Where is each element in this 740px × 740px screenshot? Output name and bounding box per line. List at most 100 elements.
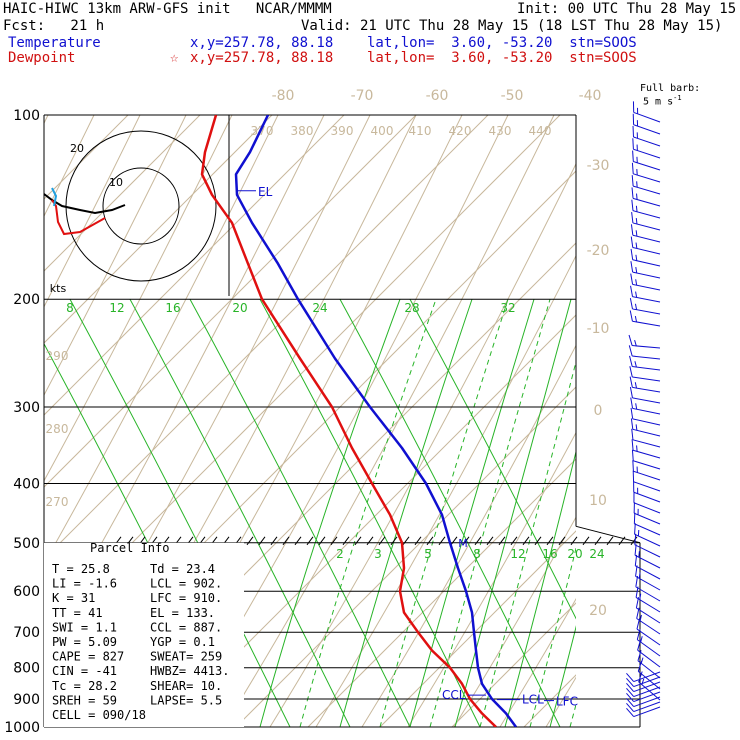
freezing-hatch <box>522 536 530 546</box>
mixing-ratio-label: 16 <box>165 301 180 315</box>
wind-barb-staff <box>633 148 661 159</box>
wind-barb <box>630 261 661 279</box>
parcel-info-right: SHEAR= 10. <box>150 679 222 693</box>
freezing-hatch <box>306 536 314 546</box>
wind-barb-flag <box>637 660 643 672</box>
wind-barb-staff <box>635 586 661 602</box>
wind-barb-staff <box>633 173 661 183</box>
parcel-info-left: PW = 5.09 <box>52 635 117 649</box>
wind-barb-flag <box>634 554 638 566</box>
wind-barb-flag <box>628 334 633 346</box>
wind-barb <box>633 481 661 503</box>
wind-barb-flag <box>635 424 638 431</box>
wind-barb-staff <box>632 428 661 437</box>
mixing-ratio-lines <box>44 298 576 727</box>
wind-barb-staff <box>632 418 661 426</box>
wind-barb-flag <box>635 230 638 237</box>
wind-barb <box>636 628 661 657</box>
wind-barb-staff <box>637 660 661 679</box>
dewpoint-legend-label: Dewpoint <box>8 50 76 66</box>
valid-time: Valid: 21 UTC Thu 28 May 15 (18 LST Thu … <box>301 18 723 34</box>
wind-barb-flag <box>634 533 637 545</box>
hodograph-ring-10 <box>102 167 180 245</box>
mixing-ratio-label: 20 <box>567 547 582 561</box>
parcel-info-right: LAPSE= 5.5 <box>150 693 222 707</box>
wind-barb <box>629 366 661 382</box>
wind-barb <box>634 554 661 580</box>
isotherm-label: 40 <box>589 0 607 4</box>
parcel-info-left: LI = -1.6 <box>52 577 117 591</box>
pressure-label-1000: 1000 <box>4 720 40 736</box>
wind-barb-flag <box>637 650 642 661</box>
dry-adiabat-line <box>315 254 576 727</box>
mixing-ratio-line <box>299 299 437 727</box>
isotherm-line <box>44 115 489 560</box>
freezing-hatch <box>378 536 386 546</box>
parcel-info-left: CELL = 090/18 <box>52 708 146 722</box>
freezing-hatch <box>402 536 410 546</box>
wind-barb-flag <box>635 565 638 577</box>
wind-barb <box>636 618 661 646</box>
wind-barb-flag <box>636 618 641 630</box>
isotherm-label: -50 <box>501 88 524 104</box>
wind-barb-staff <box>632 247 661 255</box>
full-barb-label: Full barb: <box>640 83 701 94</box>
wind-barb-staff <box>633 671 661 683</box>
wind-barb-staff <box>637 649 661 668</box>
mixing-ratio-label: 3 <box>374 547 382 561</box>
mixing-ratio-label: 16 <box>542 547 557 561</box>
wind-barb <box>630 224 661 243</box>
dewpoint-profile <box>200 115 497 727</box>
moist-adiabat-line <box>339 298 561 727</box>
wind-barb-staff <box>633 676 661 688</box>
wind-barb-staff <box>633 491 661 503</box>
isotherm-line <box>44 115 345 416</box>
wind-barb <box>631 199 661 219</box>
wind-barb <box>630 248 661 267</box>
wind-barb <box>630 407 661 426</box>
theta-label: 270 <box>46 495 69 509</box>
wind-barb-flag <box>635 217 638 225</box>
wind-barb-flag <box>631 175 634 187</box>
wind-barb-staff <box>633 512 661 525</box>
wind-barb-flag <box>636 181 638 188</box>
theta-label: 410 <box>409 124 432 138</box>
dry-adiabat-line <box>453 516 576 727</box>
moist-adiabat-line <box>129 298 351 727</box>
parcel-info-right: LFC = 910. <box>150 591 222 605</box>
wind-barb-flag <box>634 382 638 389</box>
wind-barb-staff <box>633 460 661 470</box>
mixing-ratio-line <box>529 546 576 727</box>
freezing-hatch <box>618 536 626 546</box>
pressure-label-200: 200 <box>13 292 40 308</box>
freezing-hatch <box>318 536 326 546</box>
freezing-hatch <box>486 536 494 546</box>
wind-barb-flag <box>634 523 636 535</box>
isotherm-line <box>44 115 273 344</box>
wind-barb-staff <box>633 696 661 708</box>
dry-adiabat-line <box>407 431 576 727</box>
wind-barb-flag <box>631 187 634 199</box>
mixing-ratio-label: 32 <box>500 301 515 315</box>
freezing-hatch <box>366 536 374 546</box>
wind-barb-flag <box>634 315 638 323</box>
wind-barb-flag <box>630 418 634 430</box>
wind-barb-flag <box>626 702 635 712</box>
wind-barb <box>634 533 661 558</box>
isotherm-label: 10 <box>589 493 607 509</box>
wind-barb-staff <box>634 554 661 569</box>
pressure-label-800: 800 <box>13 661 40 677</box>
parcel-info-right: LCL = 902. <box>150 577 222 591</box>
dry-adiabat-line <box>223 115 555 727</box>
parcel-info-left: CIN = -41 <box>52 664 117 678</box>
freezing-hatch <box>246 536 254 546</box>
isotherm-label: 30 <box>589 0 607 4</box>
theta-label: 290 <box>46 349 69 363</box>
pressure-label-600: 600 <box>13 584 40 600</box>
wind-barb-staff <box>633 701 661 713</box>
freezing-hatch <box>534 536 542 546</box>
wind-barb <box>629 376 661 393</box>
wind-barb <box>637 660 661 690</box>
wind-barb-staff <box>632 283 661 291</box>
temperature-location-info: x,y=257.78, 88.18 lat,lon= 3.60, -53.20 … <box>190 35 637 51</box>
